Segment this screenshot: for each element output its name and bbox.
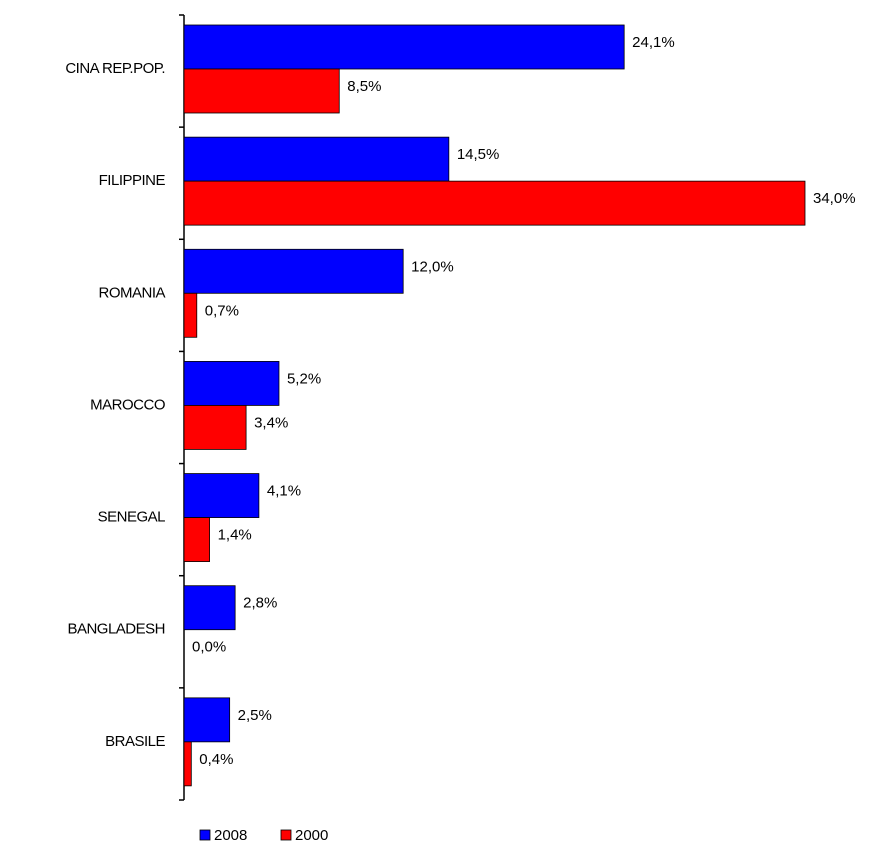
bar — [183, 180, 806, 226]
category-label: SENEGAL — [98, 509, 166, 526]
value-label: 5,2% — [287, 370, 321, 387]
value-label: 0,0% — [192, 639, 226, 656]
value-label: 12,0% — [411, 258, 454, 275]
bar — [183, 292, 198, 338]
legend-swatch — [199, 829, 211, 841]
category-label: FILIPPINE — [99, 172, 166, 189]
value-label: 8,5% — [347, 78, 381, 95]
bar — [183, 68, 340, 114]
bar — [183, 473, 260, 518]
legend-label: 2000 — [295, 827, 328, 844]
value-label: 34,0% — [813, 190, 856, 207]
value-label: 2,5% — [238, 707, 272, 724]
value-label: 0,7% — [205, 302, 239, 319]
bar — [183, 248, 404, 294]
category-label: ROMANIA — [98, 284, 165, 301]
bar — [183, 24, 625, 70]
bar — [183, 136, 450, 182]
bar — [183, 361, 280, 406]
value-label: 3,4% — [254, 414, 288, 431]
value-label: 2,8% — [243, 595, 277, 612]
value-label: 0,4% — [199, 751, 233, 768]
bar — [183, 697, 231, 743]
legend-swatch — [280, 829, 292, 841]
value-label: 1,4% — [218, 527, 252, 544]
bar — [183, 405, 247, 450]
category-label: BANGLADESH — [67, 621, 165, 638]
legend-label: 2008 — [214, 827, 247, 844]
bar — [183, 517, 210, 562]
category-label: BRASILE — [105, 733, 165, 750]
value-label: 14,5% — [457, 146, 500, 163]
value-label: 4,1% — [267, 483, 301, 500]
bar — [183, 585, 236, 631]
bar — [183, 741, 192, 787]
category-label: CINA REP.POP. — [65, 60, 165, 77]
category-label: MAROCCO — [90, 396, 165, 413]
value-label: 24,1% — [632, 34, 675, 51]
